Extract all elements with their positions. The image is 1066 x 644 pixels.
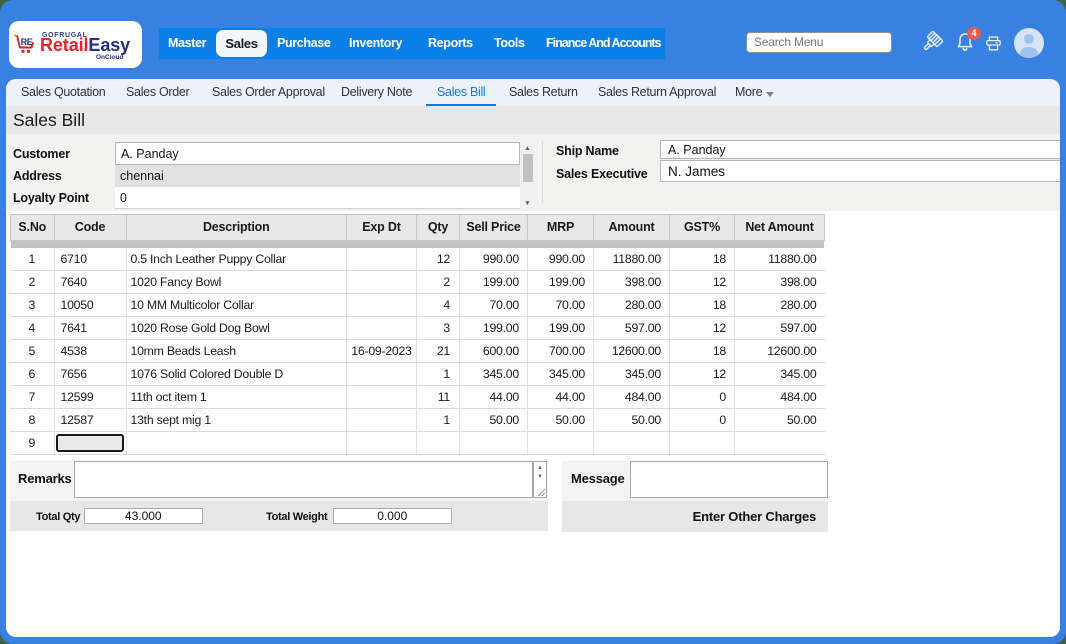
svg-text:RE: RE [21,37,33,47]
